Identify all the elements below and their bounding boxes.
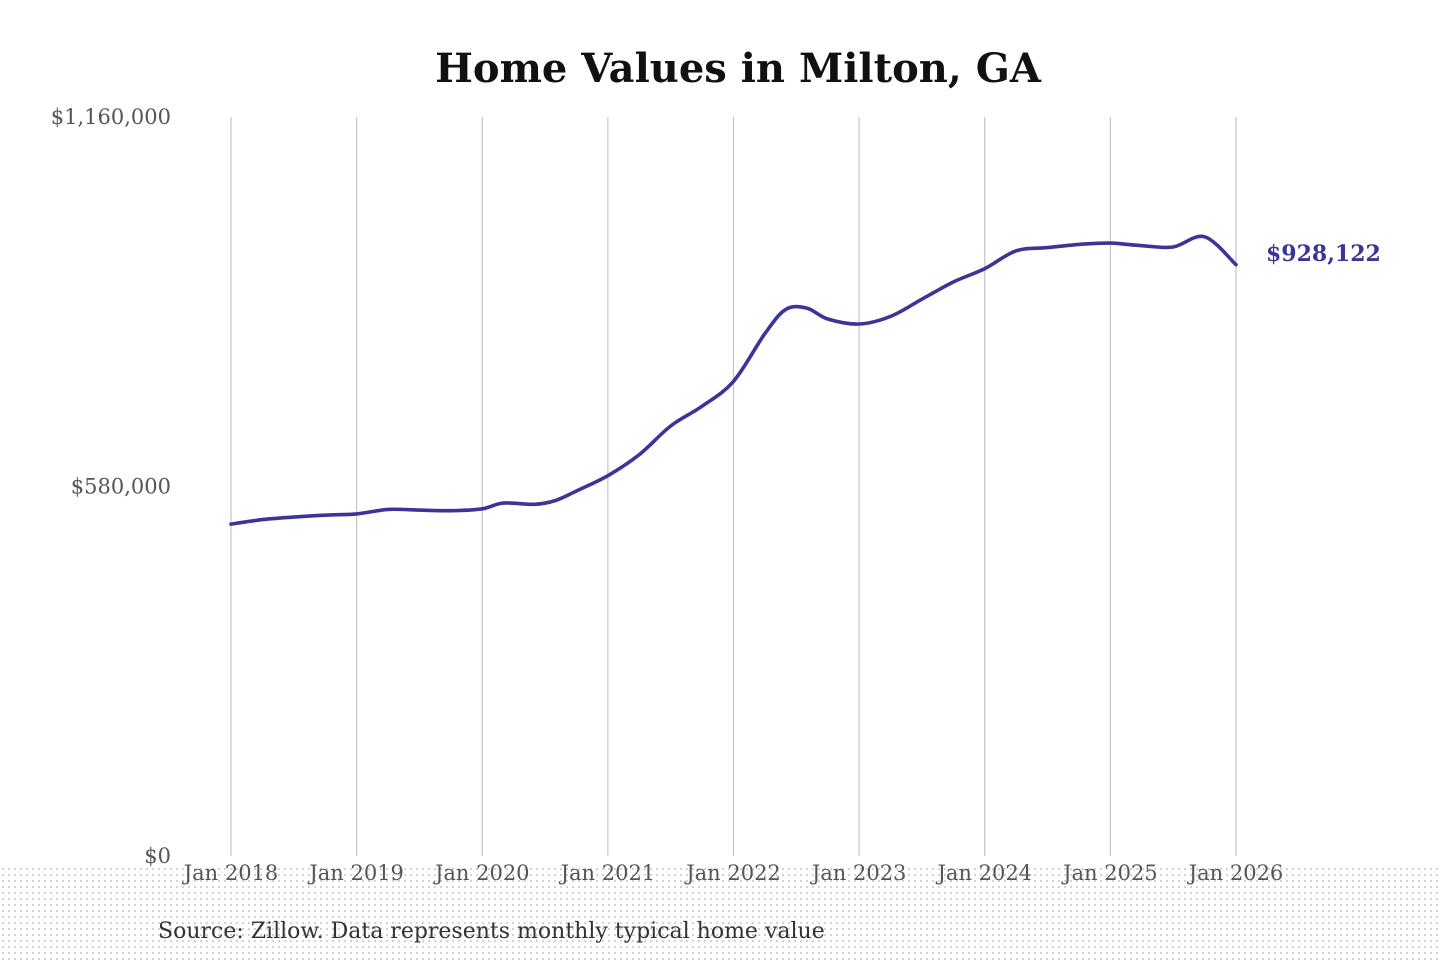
end-value-label: $928,122 — [1266, 241, 1381, 267]
x-tick-label: Jan 2019 — [307, 861, 404, 885]
y-tick-label: $580,000 — [71, 475, 171, 499]
source-note: Source: Zillow. Data represents monthly … — [158, 919, 825, 944]
chart-title: Home Values in Milton, GA — [435, 45, 1042, 92]
series-layer — [229, 234, 1238, 526]
dotted-background-band — [0, 866, 1440, 960]
x-tick-label: Jan 2025 — [1061, 861, 1158, 885]
y-tick-label: $1,160,000 — [51, 105, 171, 129]
x-tick-label: Jan 2024 — [935, 861, 1032, 885]
x-tick-label: Jan 2023 — [810, 861, 907, 885]
x-tick-label: Jan 2022 — [684, 861, 781, 885]
x-tick-label: Jan 2026 — [1187, 861, 1284, 885]
x-tick-label: Jan 2018 — [182, 861, 279, 885]
gridlines — [230, 117, 1237, 856]
x-tick-label: Jan 2020 — [433, 861, 530, 885]
x-axis: Jan 2018 Jan 2019 Jan 2020 Jan 2021 Jan 2022… — [182, 861, 1284, 885]
y-tick-label: $0 — [144, 844, 171, 868]
x-tick-label: Jan 2021 — [559, 861, 656, 885]
y-axis: $1,160,000 $580,000 $0 — [51, 105, 171, 868]
series-line — [229, 234, 1238, 526]
